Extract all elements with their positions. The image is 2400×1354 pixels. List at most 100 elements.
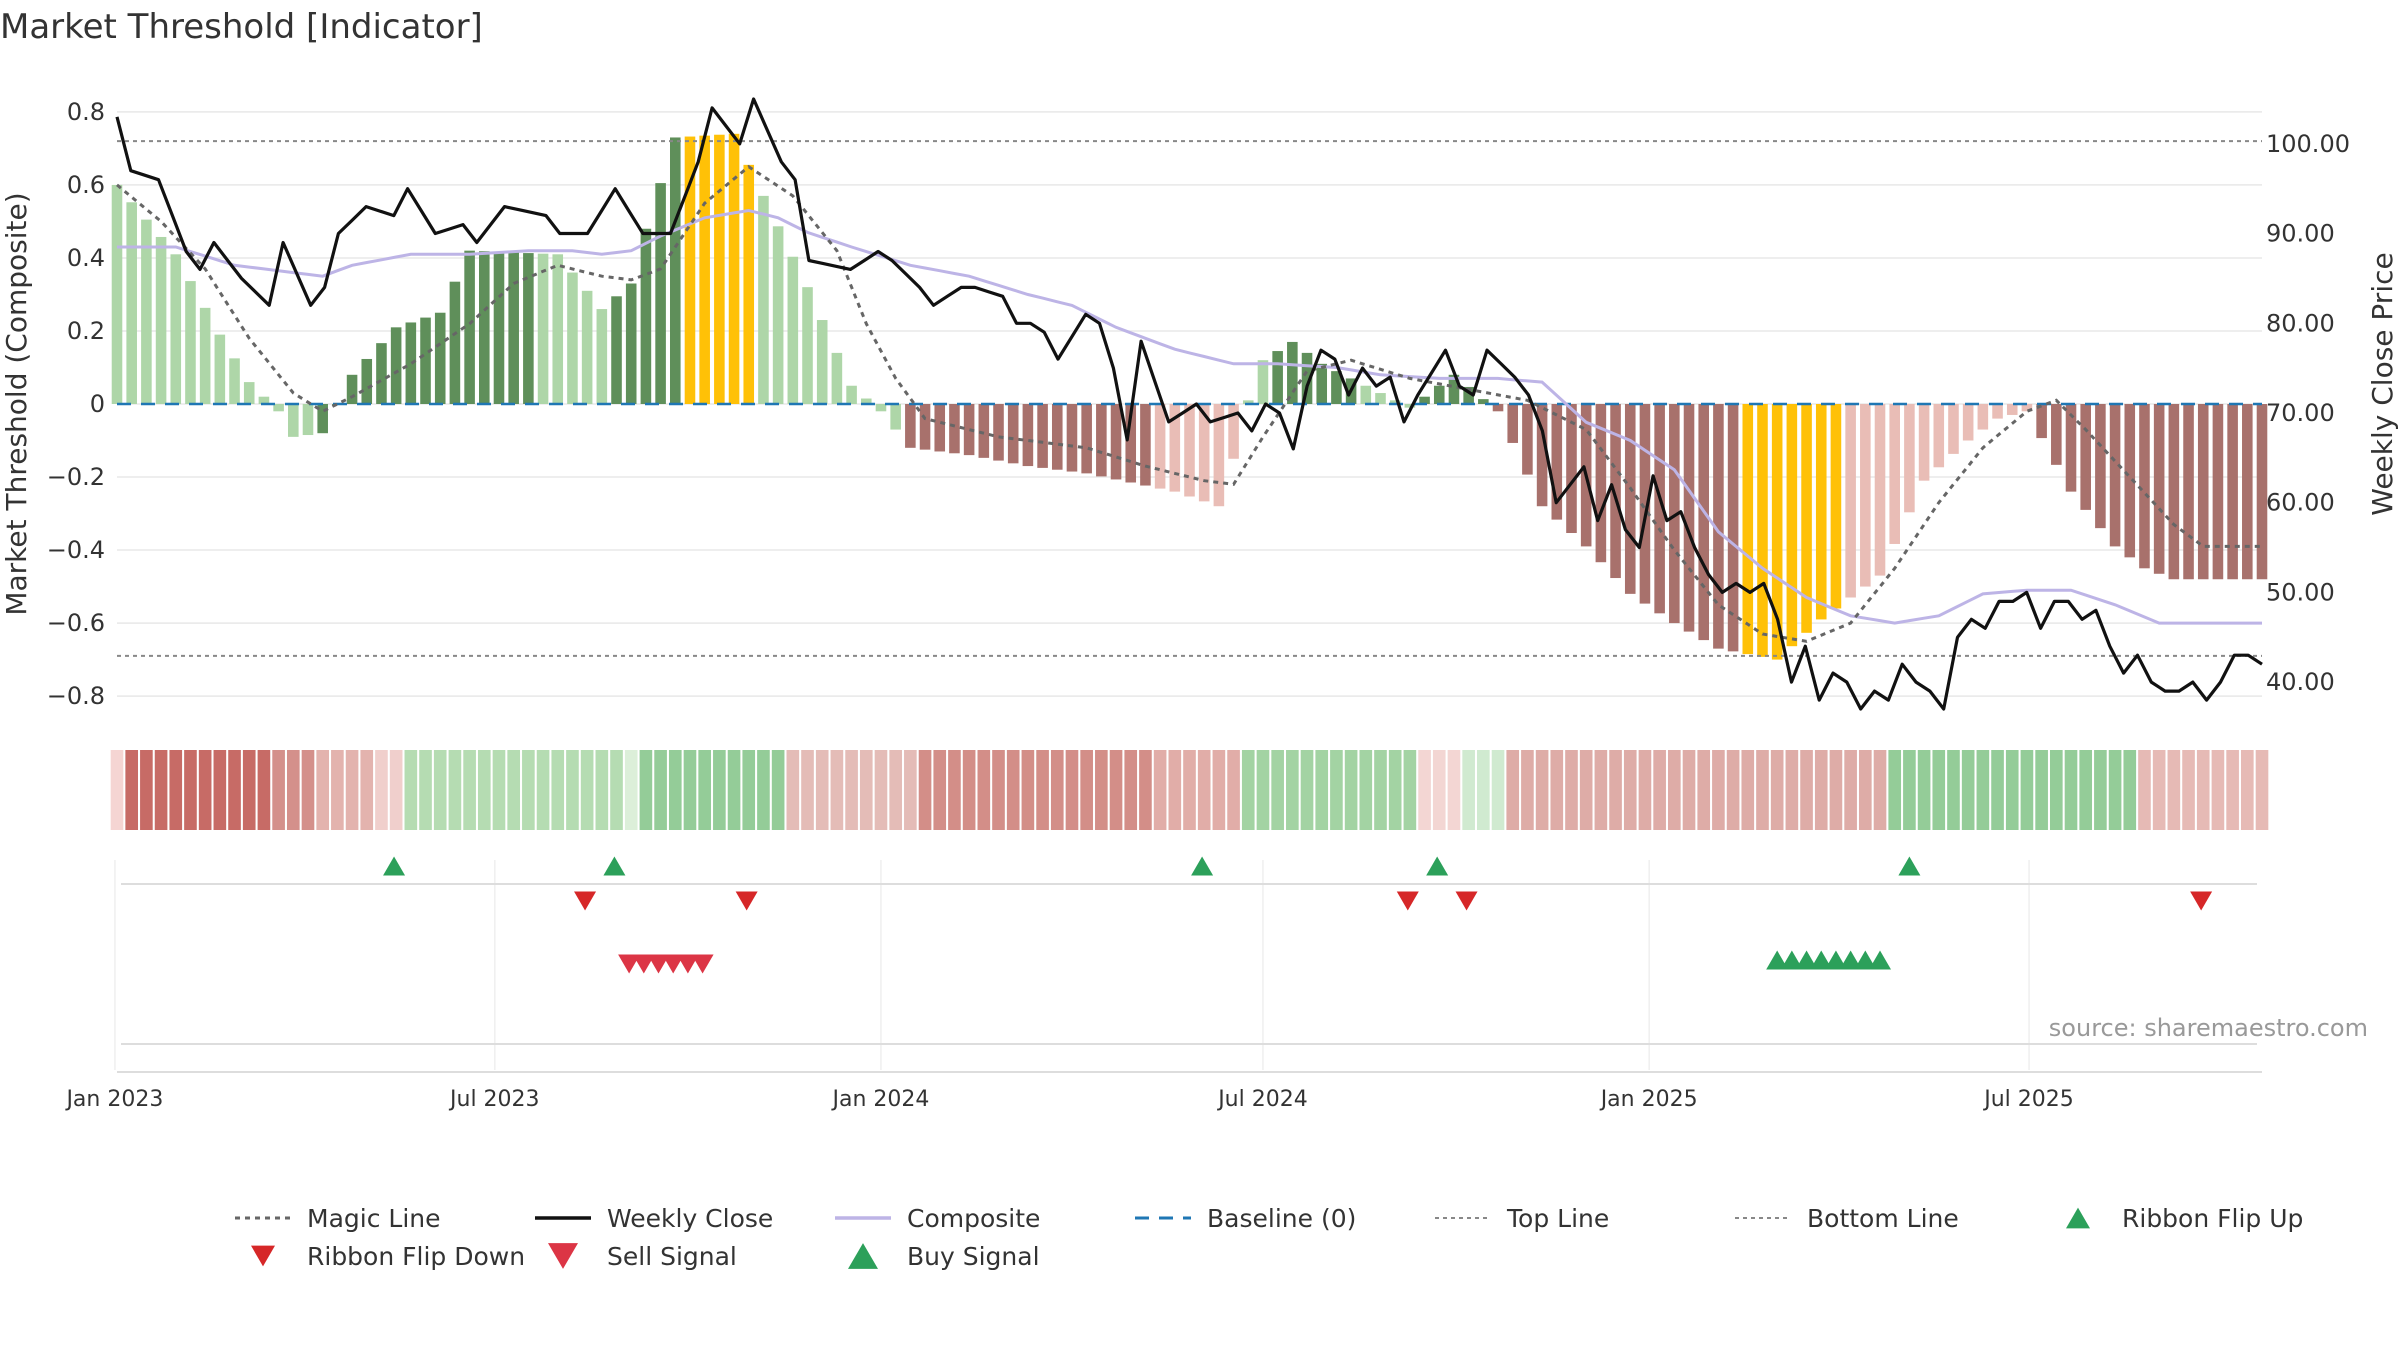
buy-signal-marker bbox=[1869, 950, 1892, 970]
threshold-bar bbox=[434, 312, 446, 404]
legend-label-magic: Magic Line bbox=[307, 1204, 441, 1233]
ribbon-cell bbox=[110, 750, 124, 830]
threshold-bar bbox=[1037, 404, 1048, 468]
threshold-bars bbox=[111, 133, 2268, 660]
x-tick-label: Jan 2023 bbox=[64, 1087, 163, 1112]
ribbon-cell bbox=[2226, 750, 2239, 830]
threshold-bar bbox=[963, 404, 975, 456]
legend-swatch-buy bbox=[848, 1243, 878, 1269]
ribbon-cell bbox=[566, 750, 579, 830]
threshold-bar bbox=[1992, 404, 2003, 419]
threshold-bar bbox=[2227, 404, 2238, 580]
threshold-bar bbox=[1433, 385, 1445, 404]
y-left-tick-label: −0.2 bbox=[47, 463, 105, 491]
threshold-bar bbox=[523, 253, 534, 404]
ribbon-cell bbox=[1462, 750, 1475, 830]
threshold-bar bbox=[229, 358, 240, 404]
threshold-bar bbox=[1022, 404, 1034, 467]
threshold-bar bbox=[684, 136, 696, 405]
threshold-bar bbox=[552, 254, 564, 404]
threshold-bar bbox=[1727, 404, 1739, 652]
threshold-bar bbox=[1962, 404, 1974, 441]
ribbon-cell bbox=[1080, 750, 1093, 830]
threshold-bar bbox=[2242, 404, 2253, 580]
ribbon-cell bbox=[698, 750, 711, 830]
threshold-bar bbox=[1066, 404, 1078, 472]
y-right-tick-label: 90.00 bbox=[2266, 220, 2335, 248]
ribbon-cell bbox=[1579, 750, 1593, 830]
ribbon-cell bbox=[2049, 750, 2063, 830]
ribbon-cell bbox=[184, 750, 197, 830]
threshold-bar bbox=[258, 396, 270, 404]
threshold-bar bbox=[1801, 404, 1812, 633]
threshold-bar bbox=[1419, 396, 1430, 404]
ribbon-cell bbox=[301, 750, 315, 830]
legend-label-baseline: Baseline (0) bbox=[1207, 1204, 1356, 1233]
ribbon-cell bbox=[1344, 750, 1358, 830]
ribbon-cell bbox=[948, 750, 961, 830]
threshold-bar bbox=[1169, 404, 1181, 492]
y-right-tick-label: 80.00 bbox=[2266, 309, 2335, 337]
threshold-bar bbox=[2153, 404, 2165, 574]
ribbon-cell bbox=[1565, 750, 1578, 830]
ribbon-cell bbox=[1183, 750, 1196, 830]
ribbon-cell bbox=[2020, 750, 2034, 830]
threshold-bar bbox=[772, 226, 784, 404]
threshold-bar bbox=[1713, 404, 1724, 649]
sell-signal-marker bbox=[632, 954, 655, 974]
y-right-tick-label: 40.00 bbox=[2266, 668, 2335, 696]
ribbon-cell bbox=[1491, 750, 1505, 830]
ribbon-cell bbox=[713, 750, 726, 830]
ribbon-cell bbox=[2211, 750, 2225, 830]
x-tick-label: Jul 2025 bbox=[1982, 1087, 2074, 1112]
threshold-bar bbox=[1257, 360, 1269, 404]
ribbon-cell bbox=[1888, 750, 1902, 830]
threshold-bar bbox=[1654, 404, 1665, 614]
threshold-bar bbox=[1904, 404, 1915, 513]
threshold-bar bbox=[875, 404, 887, 412]
chart-title: Market Threshold [Indicator] bbox=[0, 7, 483, 47]
threshold-bar bbox=[581, 290, 593, 404]
ribbon-cell bbox=[992, 750, 1005, 830]
buy-signal-marker bbox=[1854, 950, 1877, 970]
threshold-bar bbox=[714, 134, 725, 404]
threshold-bar bbox=[1125, 404, 1137, 483]
threshold-bar bbox=[1375, 393, 1386, 404]
threshold-bar bbox=[949, 404, 960, 454]
threshold-bar bbox=[346, 374, 358, 404]
ribbon-cell bbox=[1991, 750, 2004, 830]
threshold-bar bbox=[2065, 404, 2077, 492]
ribbon-cell bbox=[610, 750, 623, 830]
threshold-bar bbox=[2095, 404, 2106, 529]
threshold-bar bbox=[1830, 404, 1842, 609]
ribbon-cell bbox=[1271, 750, 1284, 830]
ribbon-cell bbox=[272, 750, 285, 830]
threshold-bar bbox=[376, 343, 387, 404]
ribbon-cell bbox=[1712, 750, 1725, 830]
ribbon-cell bbox=[1036, 750, 1049, 830]
threshold-bar bbox=[2109, 404, 2121, 547]
threshold-bar bbox=[170, 254, 182, 404]
threshold-bar bbox=[846, 385, 857, 404]
weekly-close-line bbox=[115, 97, 2263, 711]
legend-item-close: Weekly Close bbox=[535, 1204, 773, 1233]
ribbon-cell bbox=[404, 750, 418, 830]
threshold-bar bbox=[2006, 404, 2018, 415]
threshold-bar bbox=[288, 404, 299, 437]
ribbon-cell bbox=[492, 750, 506, 830]
threshold-bar bbox=[596, 309, 608, 404]
threshold-bar bbox=[1096, 404, 1107, 477]
legend-item-buy: Buy Signal bbox=[848, 1242, 1040, 1271]
threshold-bar bbox=[860, 398, 872, 404]
sell-signal-marker bbox=[662, 954, 685, 974]
ribbon-cell bbox=[2240, 750, 2254, 830]
ribbon-cell bbox=[2152, 750, 2166, 830]
ribbon-cell bbox=[2005, 750, 2019, 830]
threshold-bar bbox=[993, 404, 1004, 461]
threshold-bar bbox=[1228, 404, 1239, 459]
threshold-bar bbox=[361, 358, 373, 404]
ribbon-cell bbox=[1403, 750, 1417, 830]
threshold-bar bbox=[758, 195, 769, 404]
threshold-bar bbox=[2212, 404, 2224, 580]
ribbon-cell bbox=[389, 750, 403, 830]
